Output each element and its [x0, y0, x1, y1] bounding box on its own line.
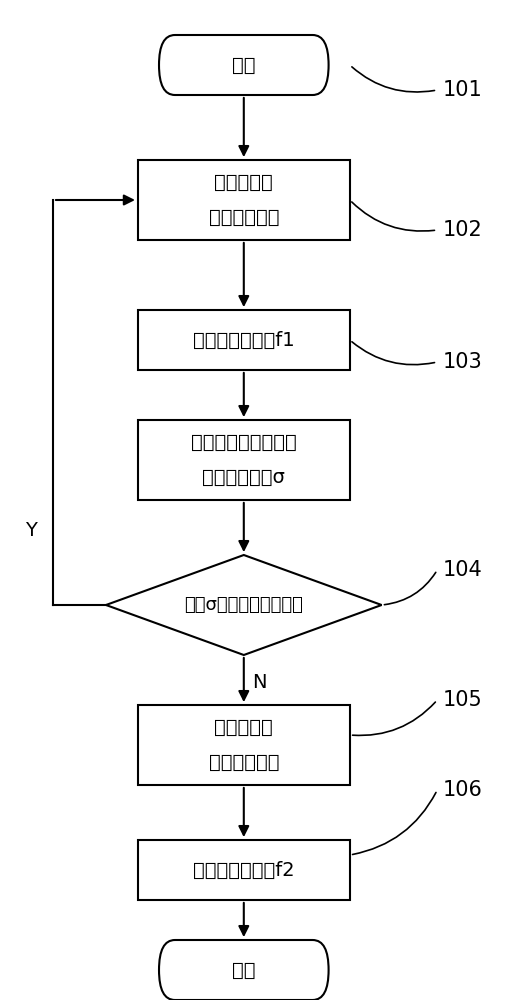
Bar: [138, 705, 350, 785]
Polygon shape: [106, 555, 382, 655]
Text: 101: 101: [443, 80, 482, 100]
FancyBboxPatch shape: [159, 940, 329, 1000]
Bar: [138, 840, 350, 900]
Text: 判断σ是否大于容限范围: 判断σ是否大于容限范围: [184, 596, 303, 614]
Text: 第二次激振: 第二次激振: [215, 718, 273, 737]
Text: （低压扫频）: （低压扫频）: [208, 753, 279, 772]
Text: 开始: 开始: [232, 55, 255, 75]
Bar: [138, 310, 350, 370]
Text: （高压脉冲）: （高压脉冲）: [208, 208, 279, 227]
Text: 105: 105: [443, 690, 482, 710]
Text: N: N: [252, 672, 267, 692]
Text: 复测，得到频率f2: 复测，得到频率f2: [193, 860, 295, 880]
Text: 记录信号周期时长，: 记录信号周期时长，: [191, 433, 297, 452]
Text: 102: 102: [443, 220, 482, 240]
Text: 106: 106: [443, 780, 482, 800]
Text: 103: 103: [443, 352, 482, 372]
FancyBboxPatch shape: [159, 35, 329, 95]
Text: 计算标准方差σ: 计算标准方差σ: [202, 468, 285, 487]
Text: 预测，得到频率f1: 预测，得到频率f1: [193, 330, 295, 350]
Text: Y: Y: [25, 520, 37, 540]
Text: 104: 104: [443, 560, 482, 580]
Text: 第一次激振: 第一次激振: [215, 173, 273, 192]
Bar: [138, 160, 350, 240]
Bar: [138, 420, 350, 500]
Text: 结束: 结束: [232, 960, 255, 980]
